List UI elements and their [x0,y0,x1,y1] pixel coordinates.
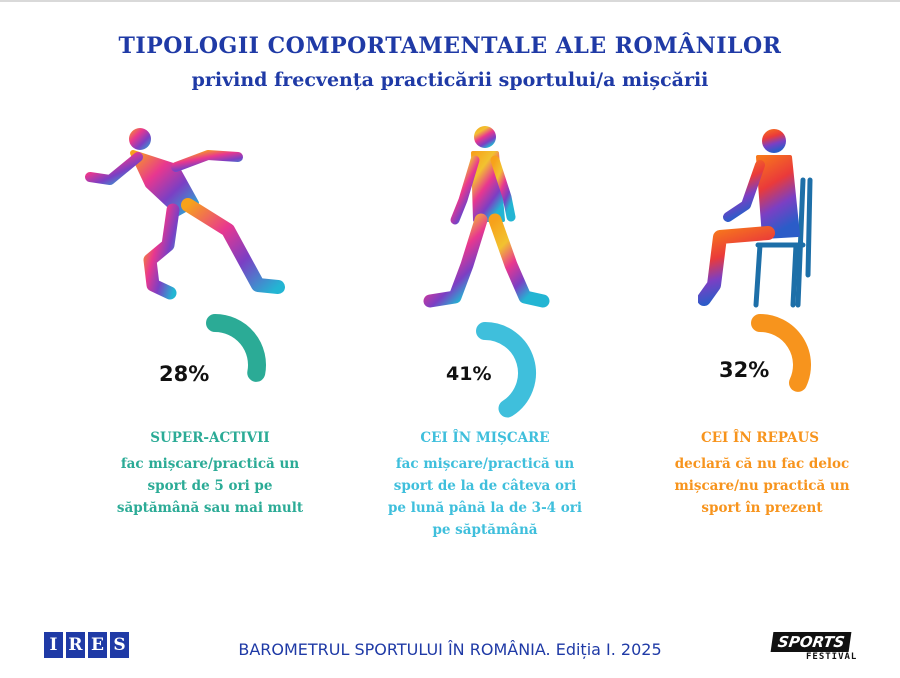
value-label-cei-in-repaus: 32% [719,358,770,382]
page-title: TIPOLOGII COMPORTAMENTALE ALE ROMÂNILOR [118,33,782,59]
description-cei-in-repaus: declară că nu fac deloc mișcare/nu pract… [674,456,850,516]
runner-icon [85,128,285,300]
category-cei-in-repaus: CEI ÎN REPAUS [700,430,820,446]
page-subtitle: privind frecvența practicării sportului/… [191,69,709,91]
ires-letter: E [88,632,107,658]
top-divider [0,0,900,2]
category-cei-in-miscare: CEI ÎN MIȘCARE [420,430,550,446]
ires-letter: S [110,632,129,658]
sports-logo-sub: FESTIVAL [806,652,858,662]
description-cei-in-miscare: fac mișcare/practică un sport de la de c… [387,456,583,538]
footer-text: BAROMETRUL SPORTULUI ÎN ROMÂNIA. Ediția … [238,640,662,659]
ires-letter: R [66,632,85,658]
arc-segment-1 [476,322,536,418]
sitting-person-icon [698,129,813,308]
arc-cei-in-miscare [476,322,536,418]
arc-cei-in-repaus [751,314,811,392]
ires-letter: I [44,632,63,658]
sports-festival-logo: SPORTS FESTIVAL [770,632,858,662]
arc-segment-0 [206,314,266,382]
value-label-super-activii: 28% [159,362,210,386]
arc-super-activii [206,314,266,382]
category-super-activii: SUPER-ACTIVII [150,430,270,446]
walker-icon [423,126,550,308]
description-super-activii: fac mișcare/practică un sport de 5 ori p… [116,456,304,516]
value-label-cei-in-miscare: 41% [446,363,492,385]
sports-logo-main: SPORTS [770,632,852,652]
arc-segment-2 [751,314,811,392]
